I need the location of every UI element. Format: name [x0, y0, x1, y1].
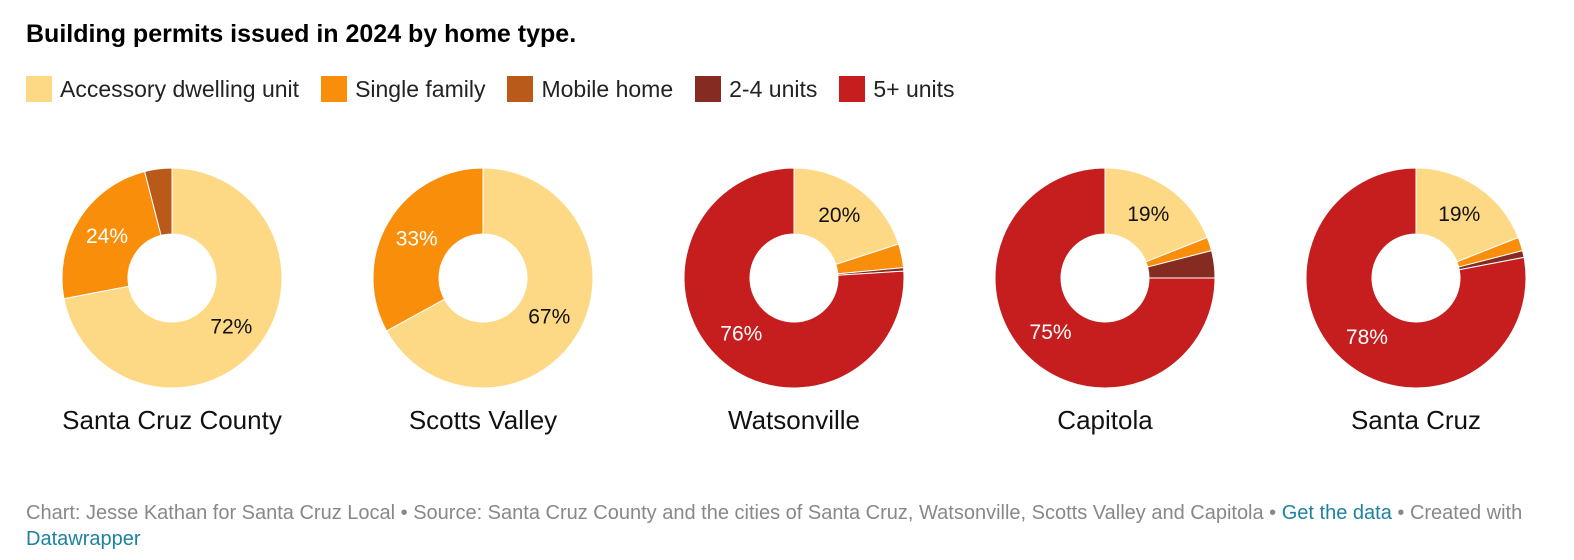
slice-5-plus-units[interactable]: [1305, 167, 1527, 389]
footer-separator: • Created with: [1391, 502, 1523, 524]
pie-label-capitola: Capitola: [1057, 405, 1153, 435]
slice-5-plus-units[interactable]: [994, 167, 1216, 389]
slice-accessory-dwelling-unit[interactable]: [1104, 167, 1208, 263]
legend-item-2-4-units[interactable]: 2-4 units: [695, 76, 817, 103]
legend-swatch: [839, 76, 866, 102]
slice-value-label: 67%: [528, 306, 570, 329]
slice-value-label: 20%: [818, 204, 860, 227]
slice-value-label: 78%: [1346, 326, 1388, 349]
get-the-data-link[interactable]: Get the data: [1281, 502, 1392, 524]
legend-item-single-family[interactable]: Single family: [321, 76, 485, 103]
pie-label-santa-cruz-county: Santa Cruz County: [62, 405, 282, 435]
slice-value-label: 19%: [1438, 203, 1480, 226]
legend-label: Single family: [355, 75, 486, 102]
pie-label-santa-cruz: Santa Cruz: [1350, 405, 1482, 435]
slice-value-label: 76%: [720, 323, 762, 346]
slice-single-family[interactable]: [372, 167, 484, 332]
donut-svg: 20% 76%: [683, 167, 905, 389]
datawrapper-link[interactable]: Datawrapper: [26, 528, 141, 550]
legend: Accessory dwelling unit Single family Mo…: [26, 74, 977, 104]
slice-value-label: 33%: [396, 227, 438, 250]
slice-accessory-dwelling-unit[interactable]: [385, 167, 594, 389]
chart-title: Building permits issued in 2024 by home …: [26, 20, 577, 48]
donut-scotts-valley: 67% 33%: [371, 166, 595, 390]
legend-item-mobile-home[interactable]: Mobile home: [507, 76, 673, 103]
legend-label: 5+ units: [873, 75, 955, 102]
donut-capitola: 19% 75%: [993, 166, 1217, 390]
pie-label-scotts-valley: Scotts Valley: [408, 405, 558, 435]
donut-svg: 67% 33%: [372, 167, 594, 389]
legend-swatch: [26, 76, 52, 102]
legend-label: 2-4 units: [729, 75, 818, 102]
donut-santa-cruz: 19% 78%: [1304, 166, 1528, 390]
slice-value-label: 24%: [86, 225, 128, 248]
chart-footer: Chart: Jesse Kathan for Santa Cruz Local…: [26, 500, 1556, 552]
legend-swatch: [507, 76, 534, 102]
legend-label: Mobile home: [541, 75, 674, 102]
donut-svg: 19% 75%: [994, 167, 1216, 389]
legend-item-adu[interactable]: Accessory dwelling unit: [26, 76, 299, 103]
slice-mobile-home[interactable]: [144, 167, 173, 236]
legend-swatch: [695, 76, 722, 102]
slice-accessory-dwelling-unit[interactable]: [1415, 167, 1519, 263]
donut-watsonville: 20% 76%: [682, 166, 906, 390]
pie-label-watsonville: Watsonville: [728, 405, 860, 435]
footer-credit: Chart: Jesse Kathan for Santa Cruz Local…: [26, 502, 1282, 524]
donut-santa-cruz-county: 72% 24%: [60, 166, 284, 390]
legend-item-5-plus-units[interactable]: 5+ units: [839, 75, 955, 103]
slice-5-plus-units[interactable]: [683, 167, 905, 389]
legend-swatch: [321, 76, 348, 102]
donut-svg: 72% 24%: [61, 167, 283, 389]
donut-svg: 19% 78%: [1305, 167, 1527, 389]
legend-label: Accessory dwelling unit: [60, 75, 300, 102]
slice-accessory-dwelling-unit[interactable]: [793, 167, 900, 266]
slice-accessory-dwelling-unit[interactable]: [63, 167, 283, 389]
slice-value-label: 72%: [210, 316, 252, 339]
slice-value-label: 75%: [1030, 321, 1072, 344]
slice-single-family[interactable]: [61, 170, 162, 300]
slice-value-label: 19%: [1127, 203, 1169, 226]
